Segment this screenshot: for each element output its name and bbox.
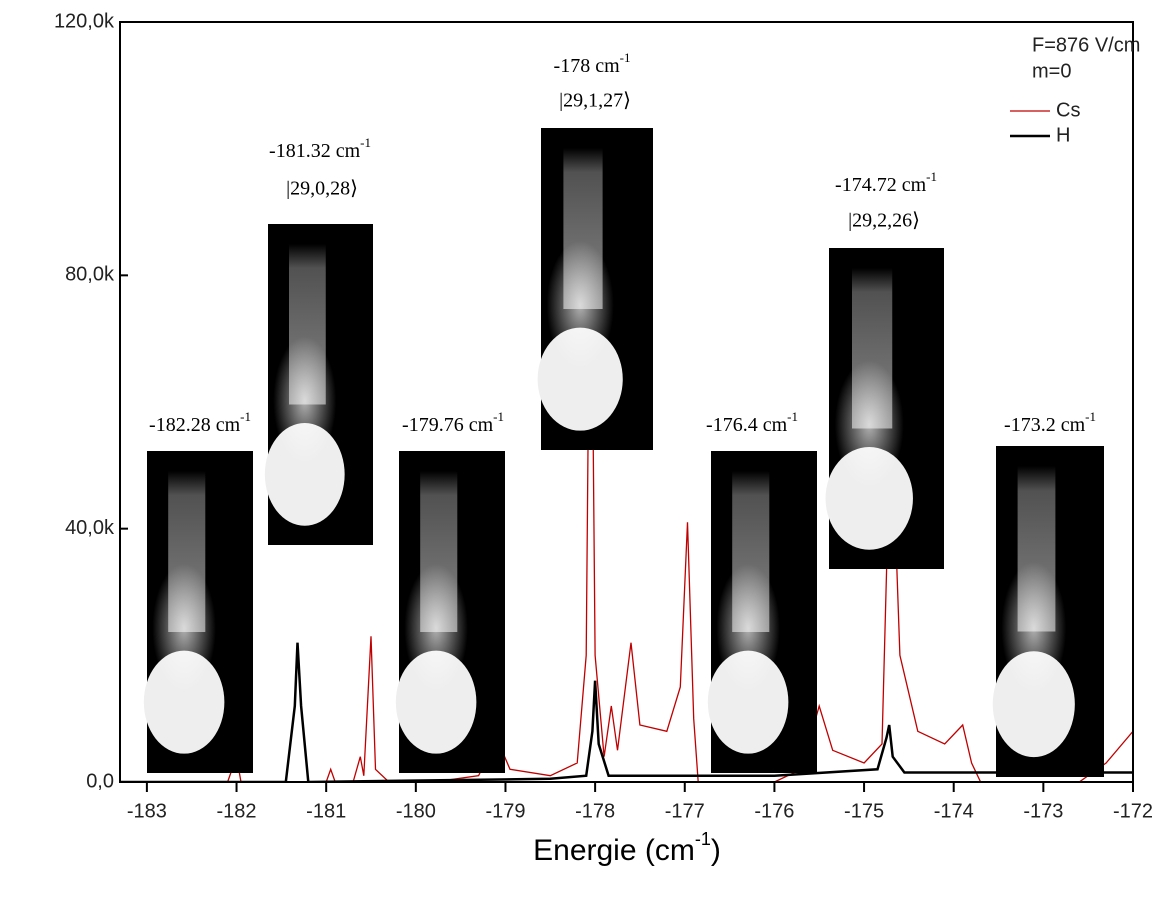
legend-note: F=876 V/cm bbox=[1032, 34, 1140, 56]
legend-label: H bbox=[1056, 124, 1070, 146]
annotation-sup: -1 bbox=[240, 409, 251, 424]
state-label: |29,2,26⟩ bbox=[848, 210, 920, 232]
y-tick-label: 80,0k bbox=[65, 264, 115, 286]
inset-halo bbox=[273, 336, 337, 465]
inset-halo bbox=[152, 563, 216, 693]
state-label: |29,1,27⟩ bbox=[559, 90, 631, 112]
annotation-text: -181.32 cm bbox=[269, 140, 361, 162]
x-tick-label: -174 bbox=[934, 800, 974, 822]
x-axis-label-text: Energie (cm bbox=[533, 834, 695, 867]
plot-frame bbox=[119, 21, 1134, 783]
annotation: -182.28 cm-1 bbox=[149, 409, 251, 436]
annotation-sup: -1 bbox=[787, 409, 798, 424]
y-tick-label: 120,0k bbox=[54, 10, 115, 32]
y-tick-label: 0,0 bbox=[86, 770, 114, 792]
annotation: -179.76 cm-1 bbox=[402, 409, 504, 436]
x-tick-label: -176 bbox=[754, 800, 794, 822]
annotation-sup: -1 bbox=[620, 50, 631, 65]
x-tick-label: -178 bbox=[575, 800, 615, 822]
annotation: -174.72 cm-1 bbox=[835, 169, 937, 196]
x-tick-label: -182 bbox=[217, 800, 257, 822]
x-tick-label: -179 bbox=[485, 800, 525, 822]
x-tick-label: -181 bbox=[306, 800, 346, 822]
annotation-sup: -1 bbox=[493, 409, 504, 424]
annotation-text: -179.76 cm bbox=[402, 414, 494, 436]
state-label: |29,0,28⟩ bbox=[286, 178, 358, 200]
annotation-sup: -1 bbox=[926, 169, 937, 184]
annotation: -173.2 cm-1 bbox=[1004, 409, 1096, 436]
annotation: -181.32 cm-1 bbox=[269, 135, 371, 162]
inset-halo bbox=[834, 360, 904, 489]
series-line bbox=[120, 642, 1133, 782]
series-line bbox=[120, 148, 1133, 782]
inset-halo bbox=[546, 240, 614, 370]
annotation-text: -178 cm bbox=[554, 55, 621, 77]
inset-halo bbox=[404, 563, 468, 693]
legend-note: m=0 bbox=[1032, 60, 1071, 82]
annotation-text: -182.28 cm bbox=[149, 414, 241, 436]
legend-label: Cs bbox=[1056, 99, 1080, 121]
inset-halo bbox=[1001, 561, 1067, 695]
annotation-text: -174.72 cm bbox=[835, 174, 927, 196]
annotation: -176.4 cm-1 bbox=[706, 409, 798, 436]
x-axis-label-suffix: ) bbox=[711, 834, 721, 867]
x-tick-label: -175 bbox=[844, 800, 884, 822]
annotation-sup: -1 bbox=[1085, 409, 1096, 424]
x-axis-label: Energie (cm-1) bbox=[533, 829, 721, 867]
y-tick-label: 40,0k bbox=[65, 517, 115, 539]
annotation-sup: -1 bbox=[360, 135, 371, 150]
inset-halo bbox=[716, 563, 780, 693]
annotation-text: -176.4 cm bbox=[706, 414, 788, 436]
x-tick-label: -180 bbox=[396, 800, 436, 822]
x-tick-label: -183 bbox=[127, 800, 167, 822]
x-axis-label-sup: -1 bbox=[695, 829, 711, 849]
x-tick-label: -172 bbox=[1113, 800, 1153, 822]
x-tick-label: -173 bbox=[1023, 800, 1063, 822]
annotation-text: -173.2 cm bbox=[1004, 414, 1086, 436]
x-tick-label: -177 bbox=[665, 800, 705, 822]
annotation: -178 cm-1 bbox=[554, 50, 631, 77]
